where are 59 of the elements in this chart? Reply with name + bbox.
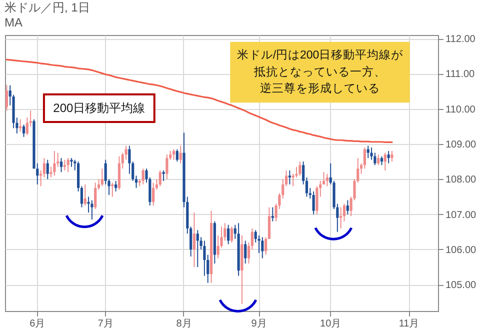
candlestick — [114, 180, 118, 192]
annotation: 逆三尊を形成している — [260, 80, 380, 95]
y-tick-label: 111.00 — [446, 69, 476, 80]
x-tick-label: 7月 — [98, 318, 114, 330]
x-tick-label: 9月 — [251, 318, 267, 330]
candlestick — [340, 206, 342, 229]
y-tick-label: 107.00 — [446, 210, 477, 221]
candlestick — [326, 173, 328, 187]
candlestick — [94, 182, 97, 210]
candlestick — [84, 184, 86, 206]
candlestick — [5, 84, 8, 112]
y-tick-label: 105.00 — [446, 280, 477, 292]
candlestick — [390, 150, 394, 162]
candlestick — [142, 168, 144, 185]
candlestick — [166, 154, 168, 180]
candlestick — [22, 124, 26, 138]
y-tick-label: 106.00 — [446, 244, 477, 256]
candlestick — [152, 182, 155, 206]
candlestick — [298, 161, 302, 176]
candlestick — [271, 206, 274, 222]
candlestick — [244, 240, 247, 264]
x-tick-label: 8月 — [176, 318, 192, 330]
y-tick-label: 109.00 — [446, 139, 477, 150]
candlestick — [377, 154, 380, 166]
y-tick-label: 112.00 — [446, 34, 476, 46]
line-series — [6, 58, 393, 144]
candlestick — [46, 159, 49, 180]
candlestick — [176, 148, 178, 162]
candlestick — [312, 190, 315, 215]
candlestick — [261, 236, 264, 259]
candlestick — [384, 152, 386, 171]
annotation: 200日移動平均線 — [53, 101, 146, 116]
candlestick — [100, 168, 104, 187]
y-tick-label: 110.00 — [446, 104, 476, 116]
candlestick — [196, 230, 199, 268]
candlestick — [66, 158, 70, 173]
candlestick — [53, 150, 56, 176]
candlestick — [158, 170, 162, 187]
x-tick-label: 10月 — [320, 318, 342, 330]
x-tick-label: 11月 — [398, 318, 420, 330]
x-tick-label: 6月 — [30, 318, 46, 330]
candlestick — [90, 200, 94, 220]
candlestick — [346, 200, 349, 215]
chart-subtitle: MA — [4, 16, 22, 30]
candlestick — [227, 224, 230, 245]
candlestick — [60, 158, 63, 173]
y-tick-label: 108.00 — [446, 174, 477, 186]
candlestick — [192, 212, 196, 268]
candlestick — [230, 226, 234, 243]
chart-title: 米ドル／円, 1日 — [4, 0, 90, 15]
candlestick — [387, 150, 390, 164]
candlestick — [179, 145, 182, 164]
candlestick — [288, 170, 291, 185]
candlestick — [63, 159, 66, 171]
candlestick — [366, 145, 370, 159]
annotation: 米ドル/円は200日移動平均線が — [236, 48, 404, 62]
candlestick — [172, 148, 176, 160]
candlestick — [162, 170, 165, 182]
annotation: 抵抗となっている一方、 — [253, 64, 386, 78]
